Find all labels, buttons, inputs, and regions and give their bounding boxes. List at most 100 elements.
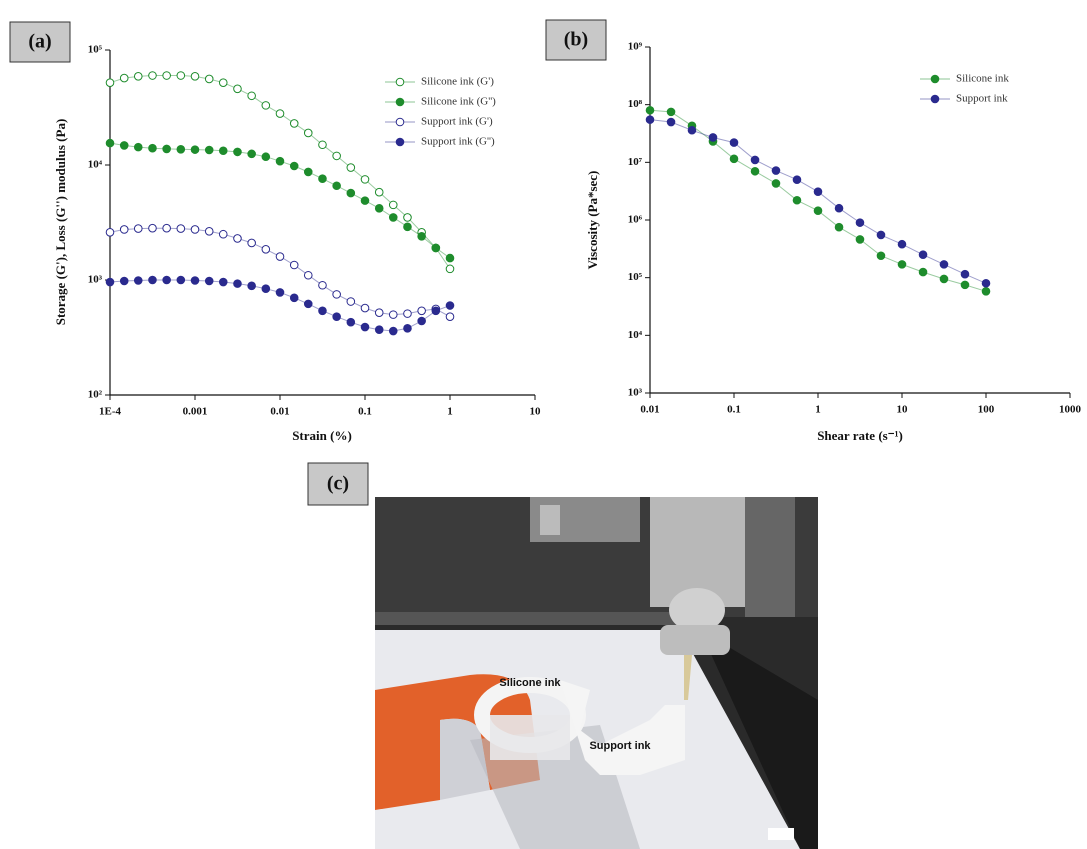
marker bbox=[318, 306, 327, 316]
marker bbox=[204, 145, 214, 155]
marker bbox=[233, 84, 242, 94]
marker bbox=[771, 166, 781, 175]
marker bbox=[388, 326, 398, 336]
x-tick-label: 0.1 bbox=[358, 406, 372, 418]
x-tick-label: 1E-4 bbox=[99, 406, 122, 418]
marker bbox=[204, 276, 214, 286]
y-tick-label: 10² bbox=[88, 389, 103, 401]
x-tick-label: 0.001 bbox=[183, 406, 208, 418]
marker bbox=[105, 78, 115, 87]
marker bbox=[247, 91, 256, 101]
marker bbox=[247, 238, 256, 248]
marker bbox=[148, 275, 157, 285]
marker bbox=[374, 187, 384, 197]
scale-bar bbox=[768, 828, 794, 840]
marker bbox=[218, 78, 228, 87]
legend-label: Silicone ink bbox=[956, 73, 1009, 85]
marker bbox=[119, 141, 129, 150]
marker bbox=[261, 152, 271, 162]
marker bbox=[105, 227, 115, 237]
marker bbox=[318, 140, 327, 150]
legend-marker bbox=[930, 94, 940, 104]
marker bbox=[360, 322, 370, 332]
marker bbox=[666, 107, 676, 117]
marker bbox=[190, 276, 200, 285]
photo-label: Silicone ink bbox=[499, 677, 561, 689]
nozzle-tip bbox=[684, 655, 692, 700]
panel-label: (c) bbox=[327, 473, 349, 495]
x-tick-label: 1 bbox=[815, 404, 821, 416]
logo-inner bbox=[440, 718, 490, 800]
legend-label: Support ink bbox=[956, 93, 1008, 105]
marker bbox=[332, 312, 341, 321]
marker bbox=[346, 188, 356, 198]
marker bbox=[445, 253, 455, 263]
y-tick-label: 10⁶ bbox=[628, 214, 643, 226]
marker bbox=[374, 308, 384, 317]
panel-label: (a) bbox=[28, 31, 51, 53]
marker bbox=[148, 223, 157, 233]
marker bbox=[133, 276, 143, 285]
marker bbox=[981, 278, 991, 288]
nozzle-holder bbox=[669, 588, 725, 632]
series-line bbox=[109, 227, 451, 318]
marker bbox=[708, 133, 718, 142]
y-tick-label: 10⁷ bbox=[628, 156, 643, 168]
marker bbox=[431, 243, 441, 253]
marker bbox=[445, 312, 455, 321]
marker bbox=[190, 225, 200, 234]
marker bbox=[303, 167, 313, 177]
y-tick-label: 10³ bbox=[88, 274, 103, 286]
marker bbox=[445, 301, 455, 310]
y-axis-label: Viscosity (Pa*sec) bbox=[585, 171, 600, 270]
marker bbox=[939, 260, 949, 269]
marker bbox=[105, 138, 115, 148]
marker bbox=[119, 73, 129, 83]
gantry-part bbox=[540, 505, 560, 535]
marker bbox=[897, 239, 907, 249]
photo-label: Support ink bbox=[589, 740, 651, 752]
marker bbox=[318, 174, 327, 184]
marker bbox=[105, 277, 115, 287]
marker bbox=[417, 306, 426, 316]
y-tick-label: 10⁴ bbox=[628, 329, 643, 341]
marker bbox=[148, 143, 157, 153]
marker bbox=[417, 231, 426, 241]
marker bbox=[332, 181, 341, 191]
x-axis-label: Shear rate (s⁻¹) bbox=[817, 428, 903, 443]
marker bbox=[918, 250, 928, 260]
legend-marker bbox=[395, 77, 405, 87]
marker bbox=[176, 224, 186, 233]
marker bbox=[960, 280, 970, 290]
panel-box bbox=[307, 462, 369, 506]
marker bbox=[445, 264, 455, 274]
marker bbox=[346, 317, 356, 327]
marker bbox=[133, 142, 143, 152]
legend-marker bbox=[930, 74, 940, 84]
legend-label: Silicone ink (G'') bbox=[421, 96, 496, 108]
x-tick-label: 10 bbox=[897, 404, 909, 416]
marker bbox=[261, 244, 271, 254]
x-tick-label: 1000 bbox=[1059, 404, 1082, 416]
legend-marker bbox=[395, 97, 405, 107]
marker bbox=[981, 287, 991, 296]
marker bbox=[645, 105, 655, 115]
marker bbox=[939, 274, 949, 284]
marker bbox=[289, 119, 299, 128]
marker bbox=[204, 227, 214, 236]
marker bbox=[303, 270, 313, 280]
marker bbox=[388, 213, 398, 222]
marker bbox=[148, 71, 157, 80]
panel-label: (b) bbox=[564, 29, 588, 51]
marker bbox=[403, 213, 412, 222]
marker bbox=[176, 275, 186, 285]
marker bbox=[176, 144, 186, 154]
marker bbox=[771, 179, 781, 188]
marker bbox=[261, 284, 271, 294]
marker bbox=[918, 267, 928, 277]
printhead-side bbox=[745, 497, 795, 617]
x-tick-label: 0.01 bbox=[640, 404, 659, 416]
marker bbox=[374, 204, 384, 213]
marker bbox=[687, 125, 697, 135]
